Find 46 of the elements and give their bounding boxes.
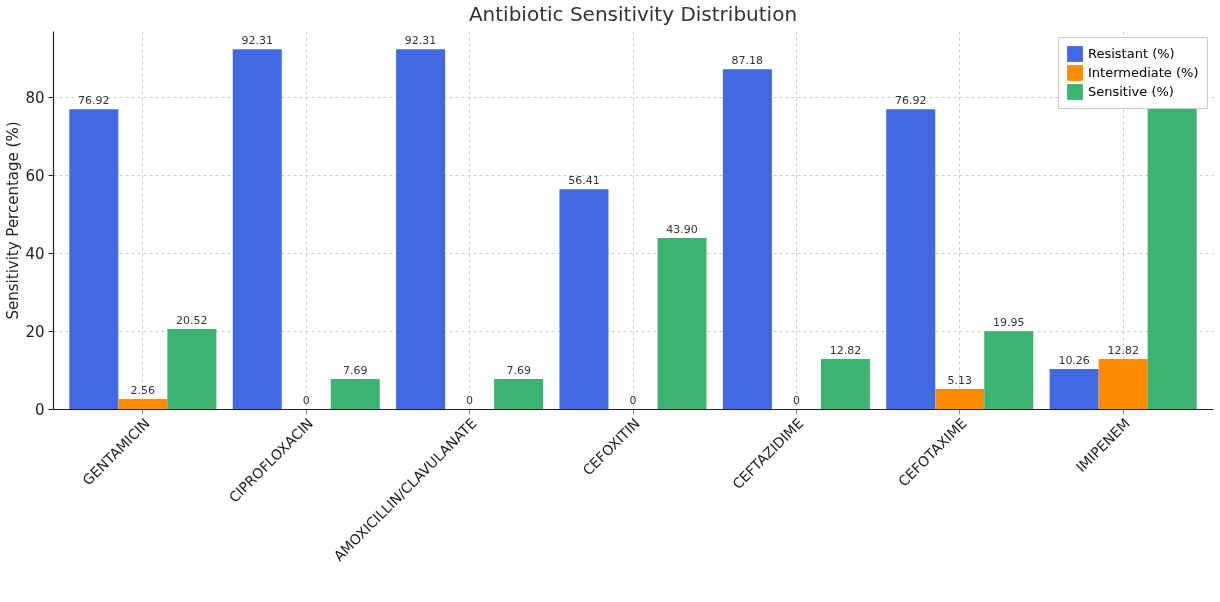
data-label: 7.69	[506, 364, 531, 378]
bar	[559, 189, 609, 409]
bar	[935, 389, 985, 409]
bar	[886, 109, 936, 409]
data-label: 92.31	[404, 34, 437, 48]
y-tick-label: 40	[25, 244, 45, 263]
data-label: 92.31	[241, 34, 273, 48]
y-axis-title: Sensitivity Percentage (%)	[4, 121, 23, 320]
data-label: 20.52	[176, 314, 208, 328]
data-label: 19.95	[993, 316, 1025, 330]
bar	[330, 379, 380, 409]
y-tick-label: 20	[25, 322, 45, 341]
data-label: 7.69	[343, 364, 368, 378]
data-label: 0	[302, 394, 310, 407]
bar	[167, 329, 217, 409]
data-label: 76.92	[895, 94, 927, 108]
y-tick-label: 60	[25, 166, 45, 185]
y-tick-label: 80	[25, 88, 45, 107]
data-label: 5.13	[947, 374, 973, 388]
bar	[396, 49, 446, 409]
chart-title: Antibiotic Sensitivity Distribution	[468, 2, 798, 26]
data-label: 0	[466, 394, 474, 407]
bar	[1049, 369, 1099, 409]
bar	[984, 331, 1034, 409]
bar	[494, 379, 544, 409]
bar	[820, 359, 870, 409]
data-label: 56.41	[568, 174, 600, 188]
data-label: 87.18	[731, 54, 764, 68]
data-label: 43.90	[666, 222, 698, 236]
legend-label: Resistant (%)	[1088, 46, 1175, 61]
data-label: 12.82	[1107, 344, 1139, 358]
bar	[69, 109, 119, 409]
bar	[722, 69, 772, 409]
data-label: 76.92	[78, 94, 110, 108]
data-label: 0	[792, 394, 800, 407]
legend-label: Sensitive (%)	[1088, 84, 1174, 99]
bar	[1098, 359, 1148, 409]
data-label: 12.82	[829, 344, 862, 358]
y-tick-label: 0	[34, 400, 45, 419]
data-label: 2.56	[130, 384, 156, 398]
data-label: 0	[629, 394, 637, 407]
bar	[657, 237, 707, 409]
legend-label: Intermediate (%)	[1088, 65, 1199, 80]
bar	[232, 49, 282, 409]
bar	[118, 399, 168, 409]
data-label: 10.26	[1058, 354, 1090, 368]
